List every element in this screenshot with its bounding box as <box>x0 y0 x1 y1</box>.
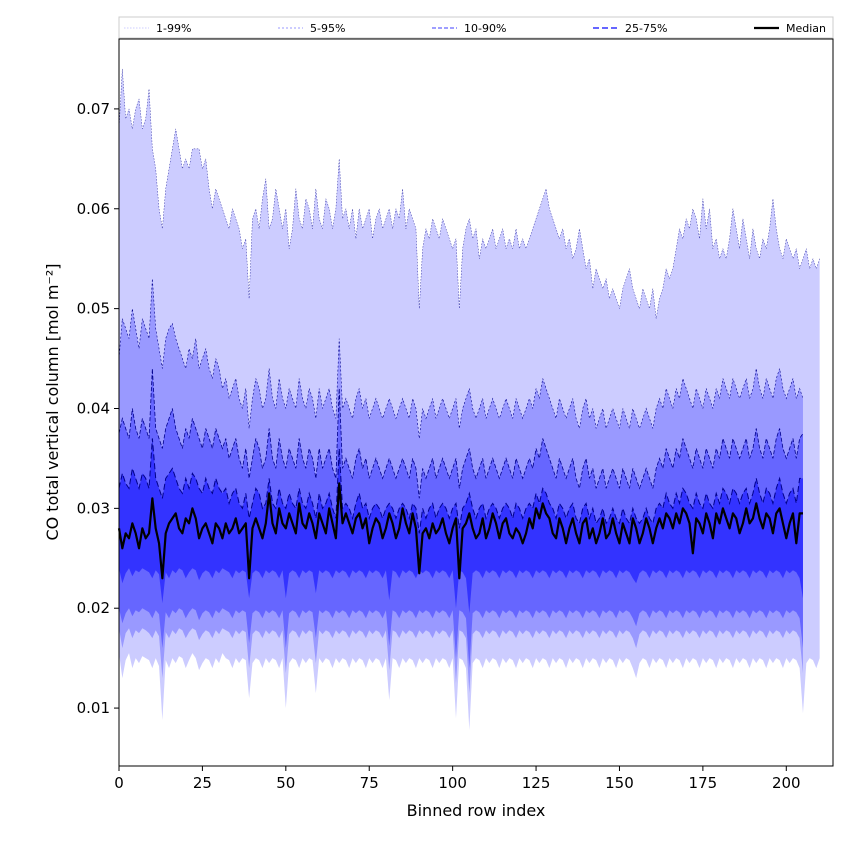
band-25-75%-fill <box>119 438 803 614</box>
y-tick-label: 0.02 <box>77 599 110 617</box>
plot-frame <box>118 38 834 767</box>
band-10-90%-upper-edge <box>118 368 804 499</box>
median-line-layer <box>117 482 803 580</box>
band-5-95%-upper-edge <box>118 278 804 439</box>
x-tick-label: 175 <box>689 774 718 792</box>
x-axis-title: Binned row index <box>407 801 546 820</box>
y-tick-label: 0.06 <box>77 200 110 218</box>
legend-label-5: Median <box>786 22 826 35</box>
legend-label-1: 1-99% <box>156 22 191 35</box>
y-tick-label: 0.07 <box>77 100 110 118</box>
median-line <box>117 482 803 580</box>
legend-label-3: 10-90% <box>464 22 506 35</box>
quantile-bands <box>118 68 820 731</box>
x-tick-label: 200 <box>772 774 801 792</box>
y-tick-label: 0.03 <box>77 499 110 517</box>
y-axis-title: CO total vertical column [mol m⁻²] <box>43 263 62 540</box>
band-25-75%-upper-edge <box>118 438 803 534</box>
x-tick-label: 50 <box>276 774 295 792</box>
x-tick-label: 75 <box>360 774 379 792</box>
band-1-99%-upper-edge <box>118 68 820 319</box>
legend-box <box>118 16 834 39</box>
x-tick-label: 0 <box>114 774 124 792</box>
legend-label-2: 5-95% <box>310 22 345 35</box>
x-tick-label: 25 <box>193 774 212 792</box>
x-axis-ticks: 0 25 50 75 100 125 150 175 200 <box>114 766 801 792</box>
y-tick-label: 0.01 <box>77 699 110 717</box>
y-tick-label: 0.05 <box>77 300 110 318</box>
y-tick-label: 0.04 <box>77 399 110 417</box>
x-tick-label: 100 <box>438 774 467 792</box>
legend: 1-99% 5-95% 10-90% 25-75% Median <box>118 16 834 39</box>
x-tick-label: 150 <box>605 774 634 792</box>
legend-label-4: 25-75% <box>625 22 667 35</box>
x-tick-label: 125 <box>522 774 551 792</box>
y-axis-ticks: 0.01 0.02 0.03 0.04 0.05 0.06 0.07 <box>77 100 119 717</box>
